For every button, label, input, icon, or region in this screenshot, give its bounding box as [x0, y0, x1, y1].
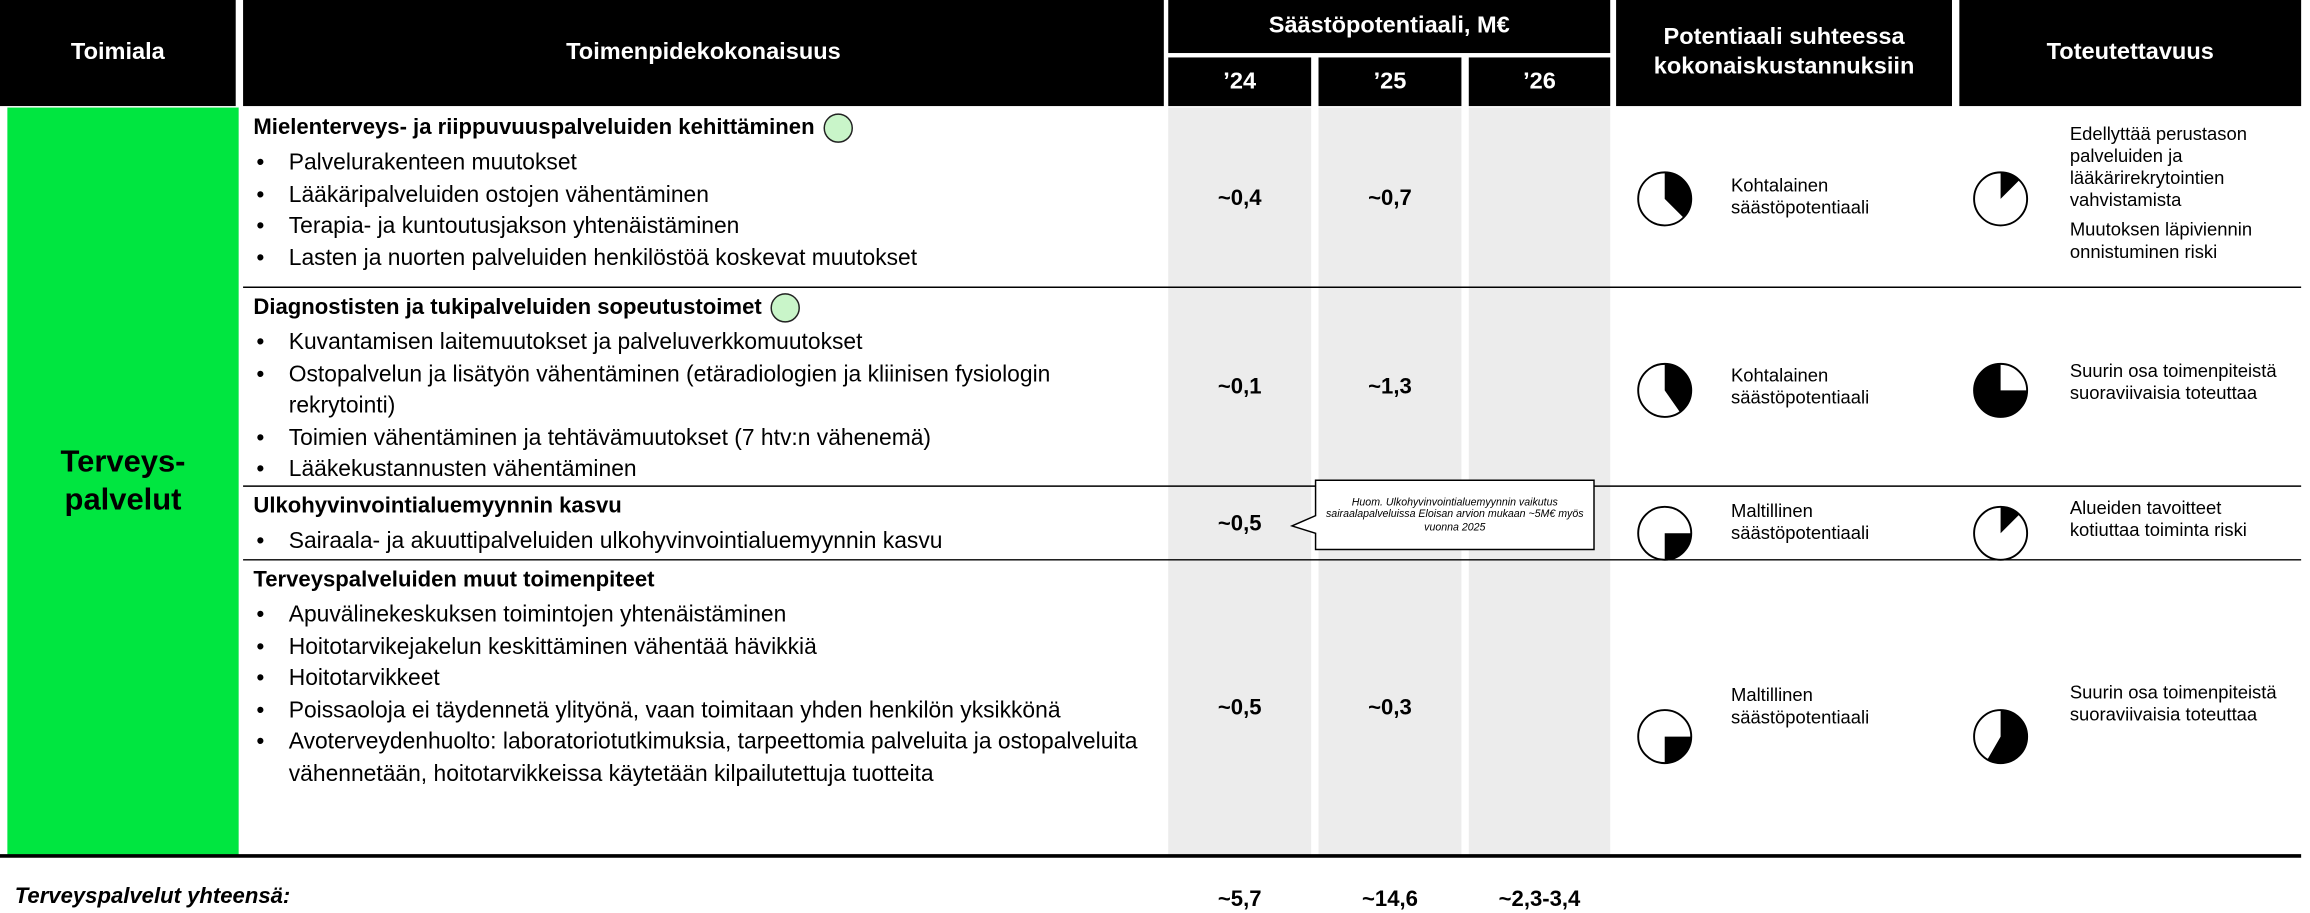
feasibility-text: Edellyttää perustason palveluiden ja lää… [2069, 123, 2247, 211]
sector-cell: Terveys- palvelut [7, 107, 239, 855]
feasibility-text: Alueiden tavoitteet kotiuttaa toiminta r… [2069, 497, 2247, 540]
row-title: Mielenterveys- ja riippuvuuspalveluiden … [253, 112, 1155, 144]
header-cell: ’24 [1168, 57, 1312, 107]
header-cell: Toimiala [0, 0, 236, 107]
header-cell: ’26 [1468, 57, 1611, 107]
row-description: Mielenterveys- ja riippuvuuspalveluiden … [253, 112, 1155, 275]
harvey-ball [1973, 709, 2029, 765]
row-title: Diagnostisten ja tukipalveluiden sopeutu… [253, 292, 1155, 324]
row-title: Terveyspalveluiden muut toimenpiteet [253, 564, 1155, 596]
header-cell: Potentiaali suhteessa kokonaiskustannuks… [1616, 0, 1952, 107]
total-value: ~2,3-3,4 [1498, 886, 1581, 912]
bullet: Lääkekustannusten vähentäminen [253, 454, 1155, 486]
saving-value: ~0,1 [1217, 374, 1262, 400]
harvey-ball [1637, 505, 1693, 561]
feasibility-text: Suurin osa toimenpiteistä suoraviivaisia… [2069, 681, 2277, 725]
row-description: Ulkohyvinvointialuemyynnin kasvu Sairaala… [253, 491, 1155, 558]
bullet: Lääkäripalveluiden ostojen vähentäminen [253, 179, 1155, 211]
harvey-ball [1973, 505, 2029, 561]
bullet: Hoitotarvikkeet [253, 663, 1155, 695]
bullet: Poissaoloja ei täydennetä ylityönä, vaan… [253, 695, 1155, 727]
saving-value: ~0,3 [1368, 694, 1412, 720]
bullet: Hoitotarvikejakelun keskittäminen vähent… [253, 631, 1155, 663]
harvey-ball [1637, 362, 1693, 418]
feasibility-cell: Alueiden tavoitteet kotiuttaa toiminta r… [2070, 486, 2294, 560]
row-title-text: Ulkohyvinvointialuemyynnin kasvu [253, 493, 622, 519]
total-value: ~14,6 [1361, 886, 1418, 912]
column-bg [1168, 107, 1312, 855]
row-description: Diagnostisten ja tukipalveluiden sopeutu… [253, 292, 1155, 486]
saving-value: ~0,4 [1217, 184, 1262, 210]
bullet: Toimien vähentäminen ja tehtävämuutokset… [253, 422, 1155, 454]
sector-label: Terveys- [60, 444, 186, 479]
bullet-list: Sairaala- ja akuuttipalveluiden ulkohyvi… [253, 526, 1155, 558]
sector-label: palvelut [64, 482, 182, 517]
saving-value: ~1,3 [1368, 374, 1412, 400]
bullet: Palvelurakenteen muutokset [253, 147, 1155, 179]
feasibility-cell: Suurin osa toimenpiteistä suoraviivaisia… [2070, 287, 2294, 486]
status-dot [770, 293, 801, 323]
row-title-text: Diagnostisten ja tukipalveluiden sopeutu… [253, 294, 762, 320]
header-cell: Säästöpotentiaali, M€ [1168, 0, 1611, 54]
row-title-text: Terveyspalveluiden muut toimenpiteet [253, 567, 655, 593]
feasibility-cell: Edellyttää perustason palveluiden ja lää… [2070, 108, 2294, 288]
feasibility-text: Suurin osa toimenpiteistä suoraviivaisia… [2069, 360, 2277, 404]
bullet: Terapia- ja kuntoutusjakson yhtenäistämi… [253, 211, 1155, 243]
bullet-list: Apuvälinekeskuksen toimintojen yhtenäist… [253, 600, 1155, 791]
feasibility-text: Muutoksen läpiviennin onnistuminen riski [2069, 219, 2253, 263]
saving-value: ~0,5 [1217, 694, 1262, 720]
bullet: Sairaala- ja akuuttipalveluiden ulkohyvi… [253, 526, 1155, 558]
bullet-list: Palvelurakenteen muutoksetLääkäripalvelu… [253, 147, 1155, 274]
header-cell: ’25 [1318, 57, 1462, 107]
row-title-text: Mielenterveys- ja riippuvuuspalveluiden … [253, 114, 815, 140]
harvey-ball [1973, 171, 2029, 227]
harvey-ball [1973, 362, 2029, 418]
potential-text: Kohtalainen säästöpotentiaali [1731, 364, 1870, 408]
bullet: Kuvantamisen laitemuutokset ja palveluve… [253, 327, 1155, 359]
harvey-ball [1637, 171, 1693, 227]
status-dot [823, 113, 853, 143]
saving-value: ~0,5 [1217, 510, 1262, 536]
harvey-ball [1637, 709, 1693, 765]
header-cell: Toteutettavuus [1959, 0, 2302, 107]
potential-text: Maltillinen säästöpotentiaali [1731, 500, 1870, 544]
bullet: Avoterveydenhuolto: laboratoriotutkimuks… [253, 727, 1155, 791]
bullet-list: Kuvantamisen laitemuutokset ja palveluve… [253, 327, 1155, 486]
feasibility-cell: Suurin osa toimenpiteistä suoraviivaisia… [2070, 560, 2294, 855]
potential-text: Kohtalainen säästöpotentiaali [1731, 175, 1870, 219]
callout-text: Huom. Ulkohyvinvointialuemyynnin vaikutu… [1326, 494, 1584, 533]
bullet: Ostopalvelun ja lisätyön vähentäminen (e… [253, 359, 1155, 423]
potential-text: Maltillinen säästöpotentiaali [1731, 685, 1870, 728]
total-value: ~5,7 [1217, 886, 1262, 912]
saving-value: ~0,7 [1368, 184, 1412, 210]
row-title: Ulkohyvinvointialuemyynnin kasvu [253, 491, 1155, 523]
bullet: Apuvälinekeskuksen toimintojen yhtenäist… [253, 600, 1155, 632]
row-description: Terveyspalveluiden muut toimenpiteet Apuv… [253, 564, 1155, 790]
callout [1289, 479, 1595, 551]
bullet: Lasten ja nuorten palveluiden henkilöstö… [253, 243, 1155, 275]
total-label: Terveyspalvelut yhteensä: [14, 883, 291, 909]
header-cell: Toimenpidekokonaisuus [243, 0, 1164, 107]
